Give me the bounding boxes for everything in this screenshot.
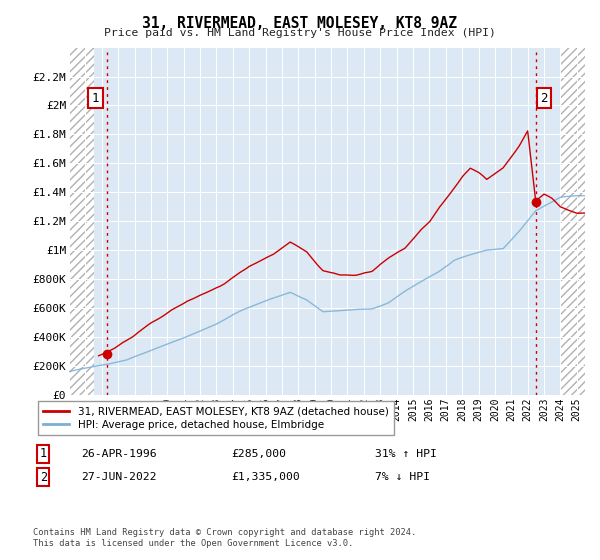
Text: Contains HM Land Registry data © Crown copyright and database right 2024.
This d: Contains HM Land Registry data © Crown c… <box>33 528 416 548</box>
Text: 26-APR-1996: 26-APR-1996 <box>81 449 157 459</box>
Text: 7% ↓ HPI: 7% ↓ HPI <box>375 472 430 482</box>
Bar <box>560 48 585 395</box>
Text: 27-JUN-2022: 27-JUN-2022 <box>81 472 157 482</box>
Text: 31, RIVERMEAD, EAST MOLESEY, KT8 9AZ: 31, RIVERMEAD, EAST MOLESEY, KT8 9AZ <box>143 16 458 31</box>
Text: 2: 2 <box>40 470 47 484</box>
Text: 1: 1 <box>92 92 99 105</box>
Bar <box>69 48 94 395</box>
Text: 31% ↑ HPI: 31% ↑ HPI <box>375 449 437 459</box>
Text: 2: 2 <box>540 92 548 105</box>
Text: 1: 1 <box>40 447 47 460</box>
Legend: 31, RIVERMEAD, EAST MOLESEY, KT8 9AZ (detached house), HPI: Average price, detac: 31, RIVERMEAD, EAST MOLESEY, KT8 9AZ (de… <box>38 401 394 435</box>
Text: £1,335,000: £1,335,000 <box>231 472 300 482</box>
Text: £285,000: £285,000 <box>231 449 286 459</box>
Text: Price paid vs. HM Land Registry's House Price Index (HPI): Price paid vs. HM Land Registry's House … <box>104 28 496 38</box>
